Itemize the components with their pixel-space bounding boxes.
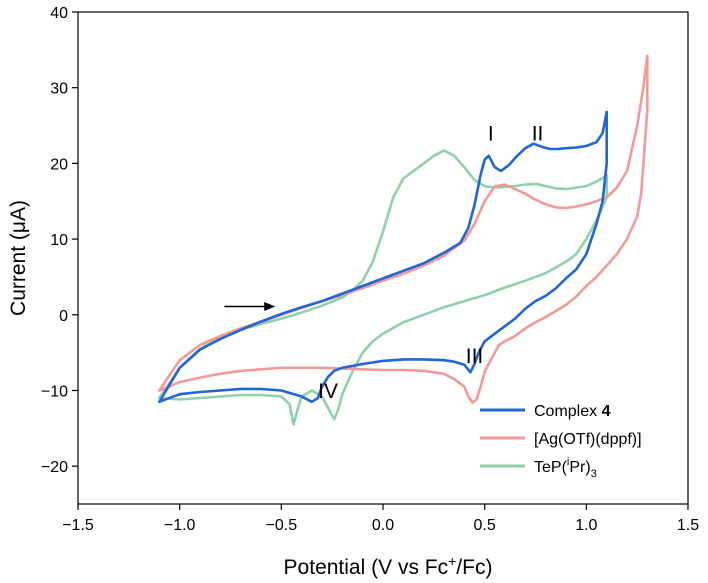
peak-label-ii: II xyxy=(532,123,544,146)
legend-label-tep-ipr3: TeP(iPr)3 xyxy=(534,456,597,480)
legend: Complex 4 [Ag(OTf)(dppf)] TeP(iPr)3 xyxy=(480,403,642,480)
x-tick-label: −1.5 xyxy=(62,517,94,534)
y-axis-title: Current (μA) xyxy=(7,200,30,316)
series-line-tep-ipr-3 xyxy=(158,149,609,426)
scan-arrow-head xyxy=(264,301,276,311)
peak-label-iii: III xyxy=(466,345,484,368)
legend-label-complex-4: Complex 4 xyxy=(534,403,611,420)
x-tick-label: 0.5 xyxy=(474,517,496,534)
y-tick-label: −10 xyxy=(41,383,68,400)
y-tick-label: 30 xyxy=(50,81,68,98)
peak-label-i: I xyxy=(488,123,494,146)
x-tick-label: 1.0 xyxy=(575,517,597,534)
ticks-layer: −1.5 −1.0 −0.5 0.0 0.5 1.0 1.5 −20 −10 0 10 20 30 40 xyxy=(41,5,699,534)
y-tick-label: 20 xyxy=(50,156,68,173)
series-line-complex-4 xyxy=(158,110,609,404)
y-tick-label: −20 xyxy=(41,459,68,476)
y-tick-label: 0 xyxy=(59,308,68,325)
y-tick-label: 40 xyxy=(50,5,68,22)
x-axis-title: Potential (V vs Fc+/Fc) xyxy=(284,553,493,579)
series-line-ag-otf-dppf xyxy=(158,54,649,404)
y-tick-label: 10 xyxy=(50,232,68,249)
x-tick-label: −1.0 xyxy=(164,517,196,534)
series-layer xyxy=(158,54,649,426)
x-tick-label: −0.5 xyxy=(266,517,298,534)
scan-direction-arrow xyxy=(224,301,276,311)
peak-label-iv: IV xyxy=(318,380,338,403)
legend-label-ag-otf-dppf: [Ag(OTf)(dppf)] xyxy=(534,431,642,448)
x-tick-label: 1.5 xyxy=(677,517,699,534)
x-tick-label: 0.0 xyxy=(372,517,394,534)
